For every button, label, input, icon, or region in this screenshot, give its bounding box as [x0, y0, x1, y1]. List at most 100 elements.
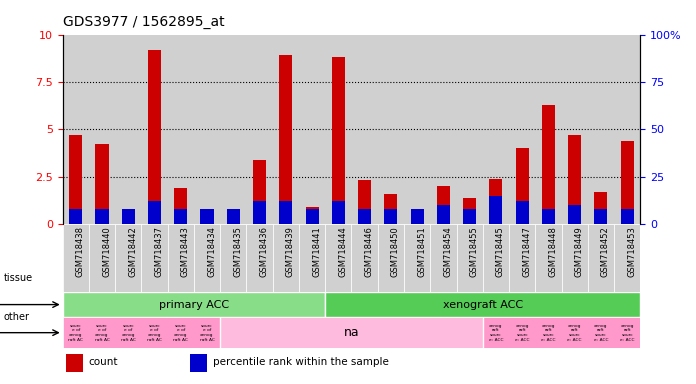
Bar — [535, 35, 562, 224]
Text: GSM718434: GSM718434 — [207, 226, 216, 277]
Text: GSM718453: GSM718453 — [627, 226, 636, 277]
Text: GSM718449: GSM718449 — [575, 226, 584, 277]
Bar — [378, 224, 404, 292]
Bar — [614, 35, 640, 224]
Bar — [69, 209, 82, 224]
Bar — [115, 35, 141, 224]
Bar — [273, 35, 299, 224]
Text: GDS3977 / 1562895_at: GDS3977 / 1562895_at — [63, 15, 224, 29]
Bar — [89, 224, 115, 292]
Bar — [141, 224, 168, 292]
Bar — [542, 209, 555, 224]
Bar — [621, 141, 634, 224]
Bar — [621, 209, 634, 224]
Bar — [246, 224, 273, 292]
Text: xenog
raft
sourc
e: ACC: xenog raft sourc e: ACC — [515, 324, 530, 342]
Bar — [253, 160, 266, 224]
Bar — [542, 105, 555, 224]
Bar — [148, 50, 161, 224]
Bar — [457, 224, 483, 292]
Bar — [325, 224, 351, 292]
Bar — [568, 205, 581, 224]
Bar — [69, 135, 82, 224]
Text: GSM718437: GSM718437 — [155, 226, 164, 277]
Bar — [437, 186, 450, 224]
Text: xenog
raft
sourc
e: ACC: xenog raft sourc e: ACC — [594, 324, 608, 342]
Bar — [273, 224, 299, 292]
Bar — [358, 209, 371, 224]
Text: sourc
e of
xenog
raft AC: sourc e of xenog raft AC — [200, 324, 214, 342]
Text: sourc
e of
xenog
raft AC: sourc e of xenog raft AC — [173, 324, 188, 342]
Bar — [509, 224, 535, 292]
Bar — [535, 224, 562, 292]
Bar — [279, 201, 292, 224]
Text: percentile rank within the sample: percentile rank within the sample — [213, 357, 388, 367]
Text: GSM718445: GSM718445 — [496, 226, 505, 277]
Text: GSM718444: GSM718444 — [338, 226, 347, 277]
Bar — [246, 35, 273, 224]
Bar — [200, 222, 214, 224]
Bar — [89, 35, 115, 224]
Bar — [95, 144, 109, 224]
Bar — [516, 201, 529, 224]
Bar — [384, 209, 397, 224]
Bar — [95, 209, 109, 224]
Text: GSM718436: GSM718436 — [260, 226, 269, 277]
Text: GSM718443: GSM718443 — [181, 226, 190, 277]
Text: GSM718439: GSM718439 — [286, 226, 295, 277]
Bar — [279, 55, 292, 224]
Bar — [483, 318, 640, 348]
Bar — [306, 209, 319, 224]
Bar — [384, 194, 397, 224]
Bar — [299, 224, 325, 292]
Bar — [220, 318, 483, 348]
Text: GSM718447: GSM718447 — [522, 226, 531, 277]
Bar — [122, 209, 135, 224]
Bar — [220, 35, 246, 224]
Text: sourc
e of
xenog
raft AC: sourc e of xenog raft AC — [95, 324, 109, 342]
Bar — [568, 135, 581, 224]
Text: GSM718438: GSM718438 — [76, 226, 85, 277]
Bar — [463, 197, 476, 224]
Bar — [299, 35, 325, 224]
Bar — [65, 354, 83, 372]
Text: GSM718450: GSM718450 — [391, 226, 400, 277]
Text: xenog
raft
sourc
e: ACC: xenog raft sourc e: ACC — [620, 324, 635, 342]
Bar — [115, 224, 141, 292]
Text: sourc
e of
xenog
raft AC: sourc e of xenog raft AC — [147, 324, 162, 342]
Bar — [63, 35, 89, 224]
Text: count: count — [88, 357, 118, 367]
Text: other: other — [3, 312, 29, 322]
Text: xenog
raft
sourc
e: ACC: xenog raft sourc e: ACC — [489, 324, 503, 342]
Bar — [63, 292, 325, 318]
Bar — [489, 195, 503, 224]
Bar — [220, 224, 246, 292]
Text: GSM718454: GSM718454 — [443, 226, 452, 277]
Text: GSM718451: GSM718451 — [417, 226, 426, 277]
Bar — [562, 224, 588, 292]
Text: tissue: tissue — [3, 273, 33, 283]
Bar — [227, 209, 240, 224]
Bar — [437, 205, 450, 224]
Bar — [509, 35, 535, 224]
Text: primary ACC: primary ACC — [159, 300, 229, 310]
Bar — [483, 224, 509, 292]
Text: GSM718442: GSM718442 — [128, 226, 137, 277]
Bar — [351, 224, 378, 292]
Bar — [63, 318, 220, 348]
Bar — [614, 224, 640, 292]
Bar — [594, 209, 608, 224]
Bar — [516, 148, 529, 224]
Text: xenog
raft
sourc
e: ACC: xenog raft sourc e: ACC — [541, 324, 555, 342]
Text: xenog
raft
sourc
e: ACC: xenog raft sourc e: ACC — [567, 324, 582, 342]
Bar — [168, 35, 194, 224]
Bar — [489, 179, 503, 224]
Bar — [404, 35, 430, 224]
Bar — [141, 35, 168, 224]
Bar — [588, 224, 614, 292]
Bar — [378, 35, 404, 224]
Bar — [351, 35, 378, 224]
Text: GSM718446: GSM718446 — [365, 226, 374, 277]
Text: xenograft ACC: xenograft ACC — [443, 300, 523, 310]
Bar — [148, 201, 161, 224]
